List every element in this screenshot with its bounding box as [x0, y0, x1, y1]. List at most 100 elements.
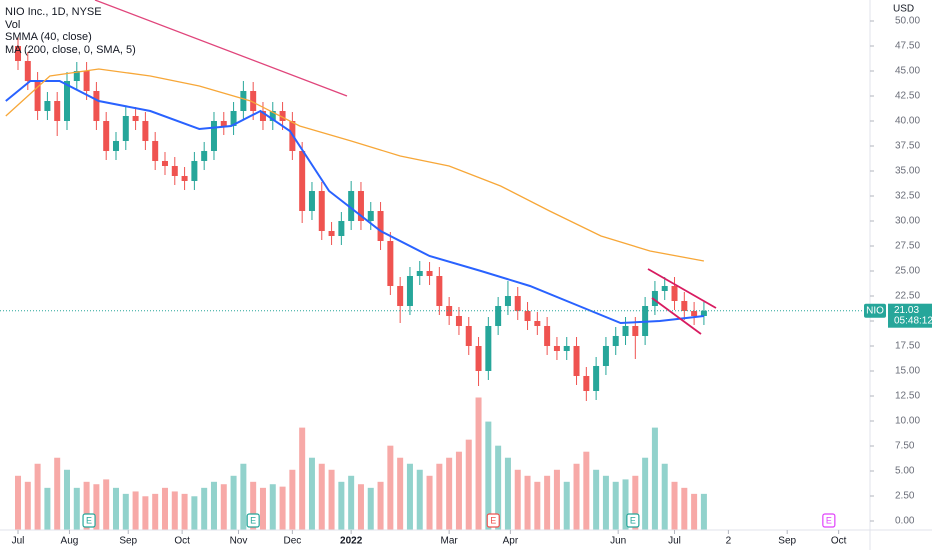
x-tick-label: 2022 [340, 536, 363, 547]
x-tick-label: Nov [230, 536, 248, 547]
volume-bar [299, 427, 306, 530]
volume-bar [485, 421, 492, 530]
candle-body [593, 366, 600, 391]
event-label: E [630, 515, 636, 525]
y-tick-label: 5.00 [895, 466, 915, 477]
candle-body [171, 166, 178, 176]
volume-bar [436, 463, 443, 530]
volume-bar [593, 469, 600, 530]
volume-bar [544, 475, 551, 530]
candle-body [279, 111, 286, 121]
x-tick-label: Aug [61, 536, 79, 547]
volume-bar [357, 484, 364, 530]
overlay-line [5, 68, 705, 262]
candle-body [230, 111, 237, 126]
volume-bar [83, 481, 90, 530]
candle-body [406, 276, 413, 306]
volume-bar [681, 487, 688, 530]
volume-bar [318, 463, 325, 530]
event-label: E [826, 515, 832, 525]
volume-bar [279, 486, 286, 530]
volume-bar [142, 496, 149, 530]
volume-bar [387, 445, 394, 530]
volume-bar [269, 484, 276, 530]
candle-body [328, 231, 335, 236]
volume-bar [348, 475, 355, 530]
event-marker [246, 513, 260, 528]
x-tick-label: Sep [119, 536, 137, 547]
volume-bar [15, 475, 22, 530]
candle-body [54, 101, 61, 121]
candle-body [201, 151, 208, 161]
event-label: E [490, 515, 496, 525]
x-tick-label: Oct [831, 536, 847, 547]
volume-bar [377, 481, 384, 530]
candle-body [583, 376, 590, 391]
volume-bar [103, 479, 110, 530]
volume-bar [240, 463, 247, 530]
y-tick-label: 25.00 [895, 266, 920, 277]
candle-body [73, 71, 80, 81]
x-tick-label: Apr [503, 536, 519, 547]
volume-bar [181, 493, 188, 530]
event-marker [486, 513, 500, 528]
volume-bar [563, 481, 570, 530]
candle-body [514, 296, 521, 311]
volume-bar [455, 451, 462, 530]
event-marker [82, 513, 96, 528]
volume-bar [406, 463, 413, 530]
candle-body [377, 211, 384, 241]
volume-bar [632, 475, 639, 530]
candle-body [485, 326, 492, 371]
candle-body [602, 346, 609, 366]
candle-body [691, 311, 698, 316]
x-tick-label: Oct [174, 536, 190, 547]
volume-bar [112, 487, 119, 530]
volume-bar [465, 439, 472, 530]
volume-bar [651, 427, 658, 530]
candle-body [397, 286, 404, 306]
channel-lower [651, 297, 702, 335]
candle-body [661, 286, 668, 291]
x-tick-label: Mar [441, 536, 459, 547]
event-marker [626, 513, 640, 528]
candle-body [338, 221, 345, 236]
candle-body [112, 141, 119, 151]
x-tick-label: Jun [610, 536, 626, 547]
legend-volume: Vol [5, 19, 20, 31]
candle-body [181, 176, 188, 181]
candle-body [250, 91, 257, 111]
price-tag [888, 303, 932, 328]
volume-bar [54, 457, 61, 530]
candle-body [142, 121, 149, 141]
overlay-line [5, 80, 705, 325]
legend-entry: SMMA (40, close) [5, 31, 92, 43]
candle-body [210, 121, 217, 151]
candle-body [387, 241, 394, 286]
volume-bar [671, 481, 678, 530]
volume-bar [416, 469, 423, 530]
volume-bar [602, 475, 609, 530]
countdown-label: 05:48:12 [894, 315, 932, 326]
volume-bar [700, 493, 707, 530]
candle-body [34, 81, 41, 111]
candle-body [357, 191, 364, 221]
volume-bar [132, 491, 139, 530]
volume-bar [171, 491, 178, 530]
candle-body [436, 276, 443, 306]
y-tick-label: 40.00 [895, 116, 920, 127]
y-tick-label: 10.00 [895, 416, 920, 427]
y-tick-label: 42.50 [895, 91, 920, 102]
volume-bar [250, 481, 257, 530]
candle-body [563, 346, 570, 351]
volume-bar [475, 397, 482, 530]
candle-body [495, 306, 502, 326]
trendline [94, 0, 348, 97]
candle-body [103, 121, 110, 151]
candle-body [651, 291, 658, 306]
candle-body [446, 306, 453, 316]
plot-area [5, 37, 707, 530]
volume-bar [661, 463, 668, 530]
volume-bar [24, 481, 31, 530]
volume-bar [426, 475, 433, 530]
